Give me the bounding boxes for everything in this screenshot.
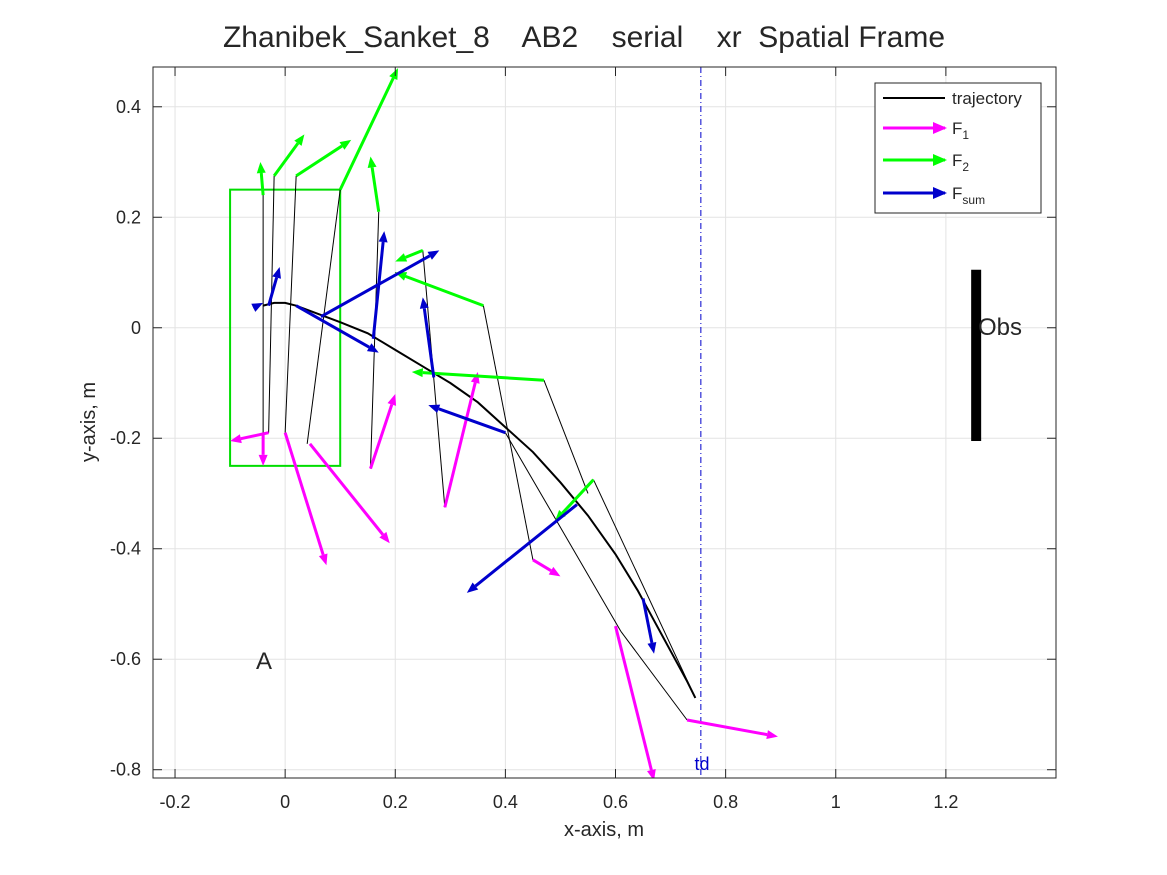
legend-f2-label: F2 — [952, 151, 969, 174]
legend-fsum-main: F — [952, 184, 962, 203]
legend-fsum-label: Fsum — [952, 184, 985, 207]
y-axis-label: y-axis, m — [78, 382, 100, 462]
f1-arrow-head — [230, 434, 242, 444]
fsum-arrow — [641, 598, 654, 644]
f1-arrow-head — [258, 454, 268, 466]
fsum-arrow — [295, 304, 370, 349]
f2-arrow — [295, 144, 343, 178]
td-label: td — [694, 754, 709, 774]
plot-frame — [152, 66, 1057, 779]
annotation-a: A — [256, 648, 272, 675]
x-tick-label: 0 — [280, 792, 290, 812]
y-tick-label: 0.2 — [116, 207, 141, 227]
x-axis-label: x-axis, m — [564, 819, 644, 841]
f2-arrow-head — [411, 368, 424, 378]
y-tick-label: 0 — [131, 318, 141, 338]
f1-arrow — [614, 625, 653, 771]
fsum-arrow — [422, 308, 436, 378]
f2-arrow-head — [389, 68, 399, 80]
x-tick-label: 1 — [831, 792, 841, 812]
x-tick-label: 0.6 — [603, 792, 628, 812]
obstacle-bar — [971, 269, 982, 442]
f1-arrow — [308, 442, 385, 536]
f1-arrow — [369, 404, 394, 470]
f2-arrow — [422, 371, 545, 382]
legend: trajectory F1 F2 Fsum — [874, 82, 1042, 214]
legend-box — [874, 82, 1042, 214]
x-tick-label: 1.2 — [933, 792, 958, 812]
fsum-arrow — [438, 407, 506, 435]
link-line — [620, 631, 688, 721]
fsum-arrow-head — [366, 343, 379, 353]
x-tick-label: 0.2 — [383, 792, 408, 812]
f1-arrow-head — [387, 394, 397, 406]
f1-arrow-head — [318, 553, 328, 566]
legend-f2-sub: 2 — [962, 160, 969, 174]
fsum-arrow-head — [251, 302, 264, 312]
y-tick-label: -0.2 — [110, 428, 141, 448]
legend-f1-label: F1 — [952, 119, 969, 142]
legend-f1-sub: 1 — [962, 128, 969, 142]
link-line — [482, 305, 534, 560]
axis-ticks: -0.2 0 0.2 0.4 0.6 0.8 1 1.2 -0.8 -0.6 -0.4 -0.2 0 0.… — [110, 67, 1056, 812]
data-layer — [229, 67, 982, 778]
support-box — [229, 188, 342, 467]
fsum-arrow — [267, 277, 279, 307]
legend-fsum-sub: sum — [962, 193, 985, 207]
legend-trajectory-label: trajectory — [952, 89, 1022, 108]
fsum-arrow-head — [647, 642, 657, 654]
fsum-arrow — [474, 503, 578, 588]
legend-fsum-head — [933, 187, 947, 199]
chart-title: Zhanibek_Sanket_8 AB2 serial xr Spatial … — [223, 21, 945, 54]
y-tick-label: -0.8 — [110, 760, 141, 780]
f2-arrow — [370, 167, 381, 212]
f1-arrow-head — [647, 769, 656, 778]
link-line — [504, 432, 622, 632]
f2-arrow-head — [395, 253, 408, 262]
link-line — [369, 211, 380, 469]
f1-arrow-head — [548, 566, 561, 577]
f1-arrow — [283, 432, 325, 556]
legend-f1-head — [933, 122, 947, 134]
link-line — [593, 479, 696, 699]
f1-arrow — [443, 382, 477, 508]
fsum-arrow — [320, 254, 431, 319]
f2-arrow — [259, 172, 265, 196]
f2-arrow — [405, 274, 484, 308]
y-tick-label: 0.4 — [116, 97, 141, 117]
fsum-arrow-head — [466, 582, 479, 593]
legend-f2-head — [933, 154, 947, 166]
x-tick-label: 0.8 — [713, 792, 738, 812]
f1-arrow — [686, 718, 768, 737]
f1-arrow — [532, 558, 552, 572]
f1-arrow-head — [766, 730, 778, 740]
f2-arrow — [272, 142, 300, 177]
x-tick-label: 0.4 — [493, 792, 518, 812]
x-tick-label: -0.2 — [160, 792, 191, 812]
fsum-arrow — [371, 241, 385, 339]
f2-arrow — [561, 478, 595, 515]
obstacle-label: Obs — [978, 314, 1022, 341]
fsum-arrow-head — [427, 250, 440, 260]
fsum-arrow-head — [428, 404, 441, 414]
fsum-arrow-head — [419, 297, 429, 309]
legend-f1-main: F — [952, 119, 962, 138]
link-line — [422, 250, 446, 508]
f1-arrow-head — [379, 531, 390, 544]
f2-arrow — [338, 77, 395, 191]
fsum-arrow-head — [272, 266, 281, 279]
f2-arrow-head — [367, 156, 377, 169]
f2-arrow-head — [339, 139, 352, 150]
f2-arrow-head — [294, 134, 305, 146]
y-tick-label: -0.4 — [110, 539, 141, 559]
legend-f2-main: F — [952, 151, 962, 170]
f2-arrow — [404, 249, 424, 259]
fsum-arrow-head — [378, 231, 388, 243]
f2-arrow-head — [256, 162, 266, 174]
link-line — [543, 380, 589, 494]
y-tick-label: -0.6 — [110, 649, 141, 669]
